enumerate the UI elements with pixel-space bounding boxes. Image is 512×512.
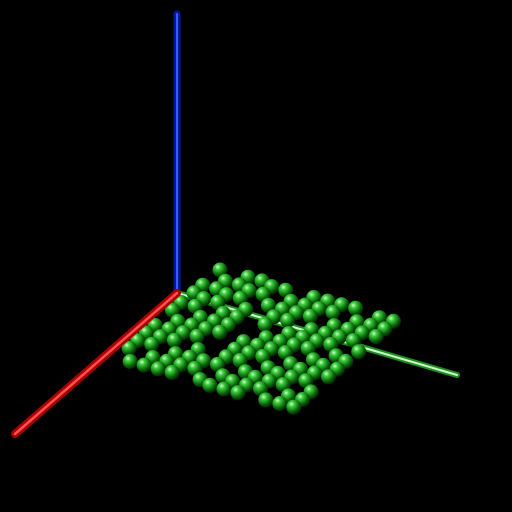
sphere (278, 282, 294, 298)
sphere (202, 377, 218, 393)
sphere (351, 344, 367, 360)
sphere (323, 337, 339, 352)
sphere (368, 329, 384, 344)
sphere (232, 290, 248, 306)
sphere (164, 302, 180, 318)
sphere (255, 286, 271, 302)
sphere (232, 352, 248, 368)
sphere (216, 381, 232, 397)
sphere (187, 360, 203, 376)
sphere (345, 333, 361, 348)
sphere (212, 262, 228, 278)
sphere (260, 297, 276, 313)
sphere (122, 354, 138, 369)
sphere (275, 377, 291, 393)
sphere (348, 300, 364, 316)
x-axis-highlight (13, 291, 179, 436)
sphere (253, 381, 268, 397)
sphere (189, 328, 205, 344)
sphere (258, 392, 274, 408)
sphere (210, 356, 225, 372)
sphere (230, 385, 246, 401)
sphere (255, 348, 271, 364)
sphere (257, 316, 273, 332)
sphere (302, 308, 318, 324)
sphere (144, 336, 160, 352)
sphere (150, 361, 166, 377)
sphere (300, 341, 316, 356)
sphere (277, 345, 293, 360)
sphere (136, 357, 152, 373)
sphere-grid (121, 262, 401, 415)
sphere (210, 294, 226, 310)
sphere (212, 324, 228, 340)
sphere (325, 304, 341, 320)
sphere (280, 312, 296, 328)
sphere (272, 396, 288, 411)
sphere (166, 332, 182, 348)
sphere (321, 369, 336, 385)
sphere (286, 399, 302, 415)
sphere (187, 298, 203, 314)
sphere (164, 364, 180, 380)
sphere (121, 340, 137, 356)
sphere (298, 373, 314, 389)
